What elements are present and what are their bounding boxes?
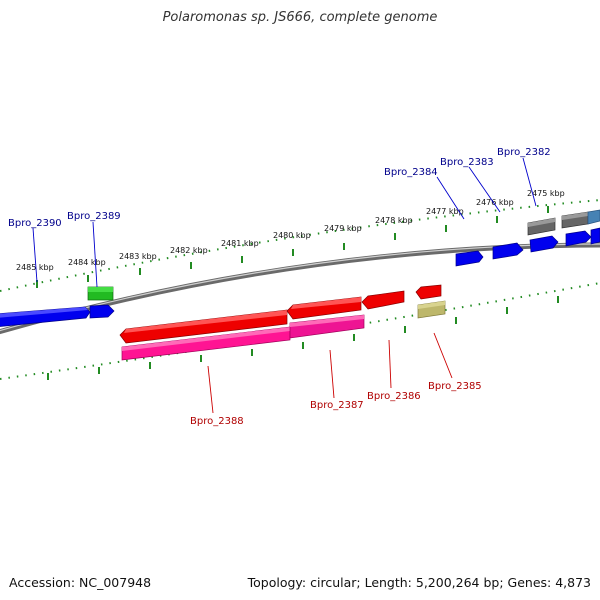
gene-label-bpro-2388[interactable]: Bpro_2388 [190, 416, 244, 427]
tick-label: 2481 kbp [221, 239, 259, 248]
reverse-features [119, 284, 446, 361]
ruler-labels: 2485 kbp 2484 kbp 2483 kbp 2482 kbp 2481… [16, 189, 565, 272]
tick-label: 2484 kbp [68, 258, 106, 267]
tick-label: 2477 kbp [426, 207, 464, 216]
forward-features [0, 209, 600, 327]
gene-label-bpro-2387[interactable]: Bpro_2387 [310, 400, 364, 411]
tick-label: 2476 kbp [476, 198, 514, 207]
gene-bpro-2386-cds[interactable] [361, 290, 405, 310]
gene-bpro-2389-cds[interactable] [89, 304, 115, 319]
gene-label-bpro-2390[interactable]: Bpro_2390 [8, 218, 62, 229]
gene-bpro-2382[interactable] [529, 235, 559, 253]
tick-label: 2478 kbp [375, 216, 413, 225]
gene-label-bpro-2384[interactable]: Bpro_2384 [384, 167, 438, 178]
tick-label: 2480 kbp [273, 231, 311, 240]
gene-bpro-2383[interactable] [492, 242, 524, 260]
gene-bpro-2385-cds[interactable] [415, 284, 442, 300]
tick-label: 2482 kbp [170, 246, 208, 255]
forward-gene-labels: Bpro_2390 Bpro_2389 Bpro_2384 Bpro_2383 … [8, 147, 551, 229]
tick-label: 2485 kbp [16, 263, 54, 272]
label-leaders-forward [32, 157, 537, 288]
label-leaders-reverse [207, 332, 453, 414]
gene-bpro-2384[interactable] [455, 250, 484, 267]
ruler-lower-ticks [47, 296, 559, 380]
tick-label: 2479 kbp [324, 224, 362, 233]
gene-blue-6[interactable] [590, 227, 600, 245]
gene-label-bpro-2389[interactable]: Bpro_2389 [67, 211, 121, 222]
reverse-gene-labels: Bpro_2388 Bpro_2387 Bpro_2386 Bpro_2385 [190, 381, 482, 427]
gene-steel[interactable] [587, 209, 600, 225]
gene-label-bpro-2386[interactable]: Bpro_2386 [367, 391, 421, 402]
gene-label-bpro-2383[interactable]: Bpro_2383 [440, 157, 494, 168]
topology-text: Topology: circular; Length: 5,200,264 bp… [247, 575, 591, 590]
accession-text: Accession: NC_007948 [9, 575, 152, 590]
gene-label-bpro-2382[interactable]: Bpro_2382 [497, 147, 551, 158]
gene-label-bpro-2385[interactable]: Bpro_2385 [428, 381, 482, 392]
tick-label: 2483 kbp [119, 252, 157, 261]
tick-label: 2475 kbp [527, 189, 565, 198]
gene-blue-5[interactable] [565, 230, 592, 247]
map-title: Polaromonas sp. JS666, complete genome [162, 10, 438, 25]
ruler-upper [0, 199, 600, 292]
ruler-major-ticks [36, 206, 549, 288]
